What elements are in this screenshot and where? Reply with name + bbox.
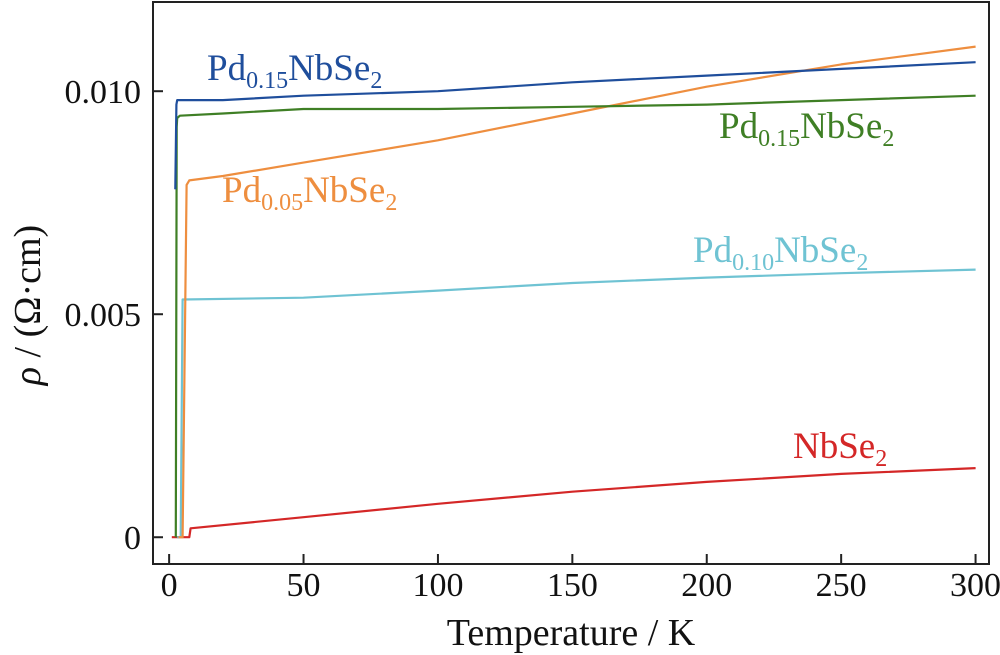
series-lines — [171, 45, 976, 539]
x-tick-label: 300 — [950, 567, 1000, 604]
x-tick-label: 250 — [816, 567, 867, 604]
y-tick-label: 0 — [124, 520, 141, 557]
label-part: NbSe — [774, 230, 856, 271]
label-part: Pd — [222, 170, 262, 211]
label-part: Pd — [719, 106, 759, 147]
x-tick-label: 150 — [547, 567, 598, 604]
label-part: NbSe — [793, 426, 875, 467]
label-part: 2 — [856, 250, 868, 276]
plot-frame — [152, 1, 990, 565]
label-part: Pd — [693, 230, 733, 271]
series-labels: NbSe2Pd0.10NbSe2Pd0.05NbSe2Pd0.15NbSe2Pd… — [207, 48, 894, 472]
pd015-blue-label: Pd0.15NbSe2 — [207, 48, 382, 94]
label-part: 0.15 — [758, 126, 800, 152]
y-tick-label: 0.005 — [65, 297, 142, 334]
label-part: 2 — [875, 446, 887, 472]
y-axis-ticks: 0 0.005 0.010 — [65, 74, 163, 557]
x-tick-label: 0 — [161, 567, 178, 604]
pd005-label: Pd0.05NbSe2 — [222, 170, 397, 216]
pd010-line — [177, 268, 976, 539]
x-tick-label: 50 — [287, 567, 321, 604]
y-axis-label: ρ / (Ω·cm) — [7, 225, 49, 386]
pd015-blue-line — [174, 61, 976, 190]
label-part: 2 — [882, 126, 894, 152]
label-part: NbSe — [288, 48, 370, 89]
x-tick-label: 100 — [412, 567, 463, 604]
x-tick-label: 200 — [681, 567, 732, 604]
y-tick-label: 0.010 — [65, 74, 142, 111]
pd005-line — [178, 45, 976, 539]
nbse2-label: NbSe2 — [793, 426, 887, 472]
x-axis-label: Temperature / K — [447, 612, 696, 654]
label-part: 0.15 — [246, 68, 288, 94]
label-part: Pd — [207, 48, 247, 89]
nbse2-line — [171, 467, 976, 539]
label-part: 0.05 — [261, 190, 303, 216]
pd015-green-label: Pd0.15NbSe2 — [719, 106, 894, 152]
label-part: 2 — [385, 190, 397, 216]
y-axis-unit: / (Ω·cm) — [7, 225, 49, 367]
pd010-label: Pd0.10NbSe2 — [693, 230, 868, 276]
label-part: NbSe — [800, 106, 882, 147]
x-axis-ticks: 0 50 100 150 200 250 300 — [161, 554, 1000, 604]
label-part: 2 — [370, 68, 382, 94]
label-part: 0.10 — [732, 250, 774, 276]
pd015-green-line — [174, 94, 976, 538]
label-part: NbSe — [303, 170, 385, 211]
y-axis-symbol: ρ — [7, 367, 49, 386]
